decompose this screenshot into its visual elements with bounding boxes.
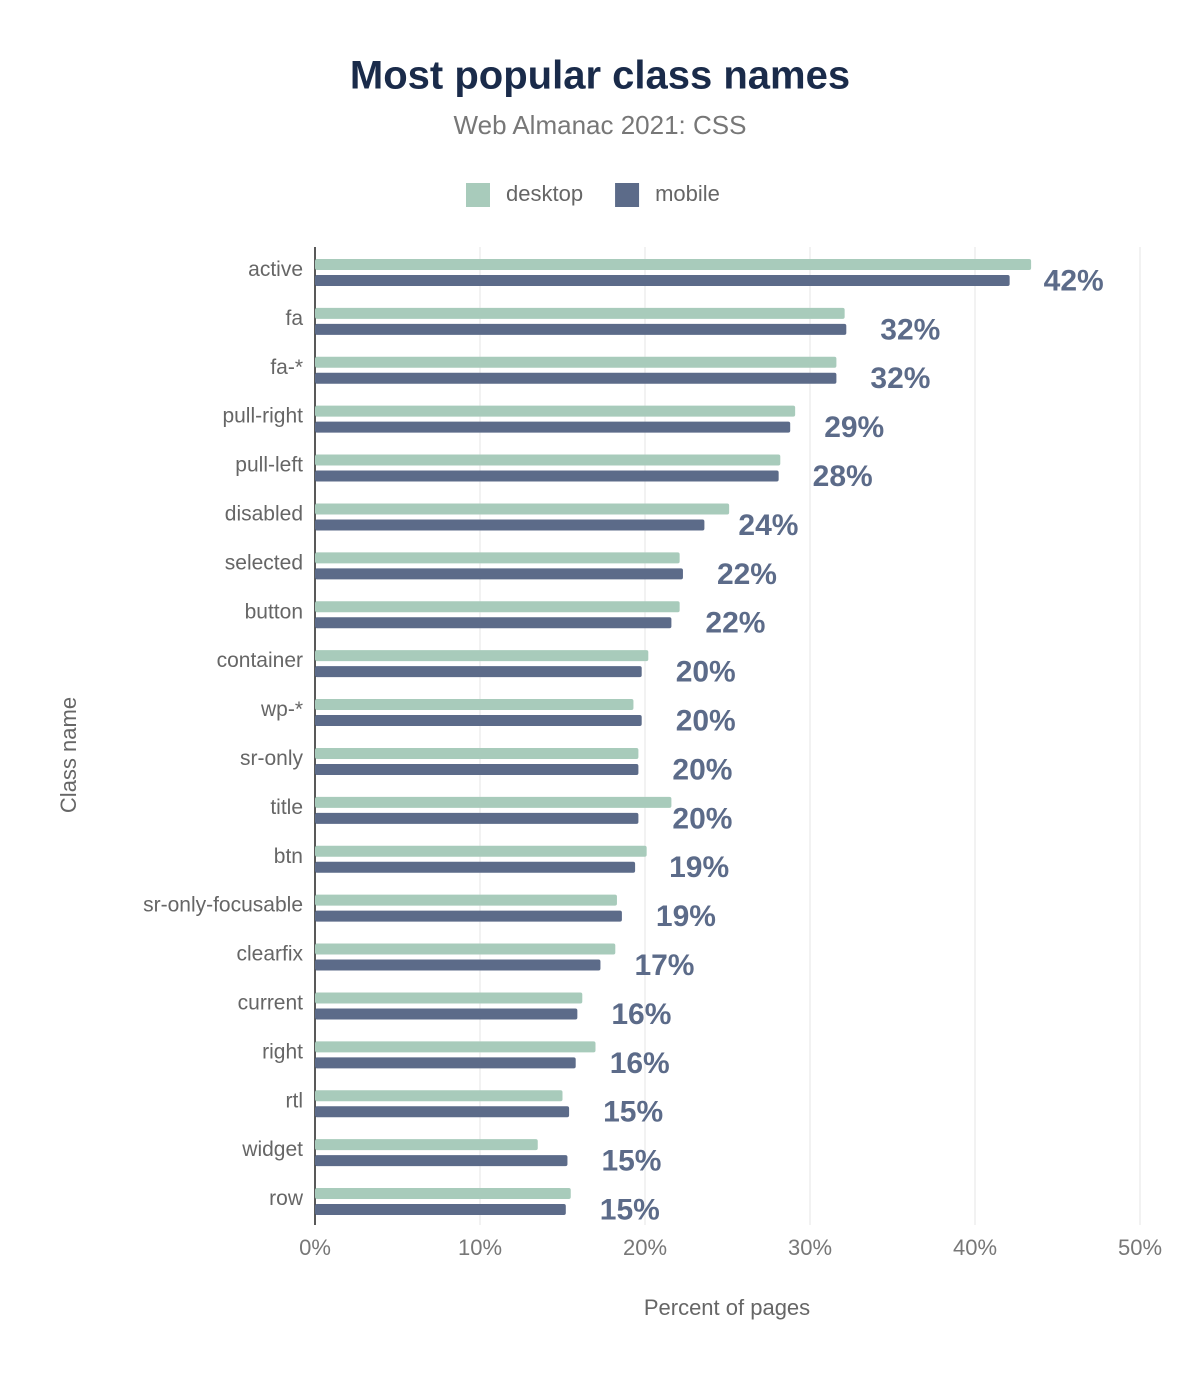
y-tick-label: row [269,1187,304,1210]
bar [315,1204,566,1216]
bar [315,1057,576,1069]
bar [315,568,683,580]
bar [315,503,730,515]
bar [315,1041,596,1053]
data-label: 20% [676,704,736,737]
bar [315,323,847,335]
bar [315,1090,563,1102]
bar [315,1188,571,1200]
bar [315,274,1010,286]
bar [315,747,639,759]
data-label: 24% [738,509,798,542]
x-tick-label: 0% [299,1235,331,1260]
y-tick-label: wp-* [260,698,303,721]
data-label: 20% [672,802,732,835]
y-tick-label: selected [225,551,303,574]
x-tick-label: 20% [623,1235,667,1260]
data-label: 42% [1044,264,1104,297]
bar [315,552,680,564]
data-label: 19% [656,900,716,933]
y-tick-label: clearfix [236,943,303,966]
x-tick-label: 50% [1118,1235,1162,1260]
y-tick-label: rtl [286,1089,304,1112]
y-tick-label: right [262,1040,303,1063]
bar [315,910,622,922]
y-axis-title: Class name [56,697,81,813]
data-label: 19% [669,851,729,884]
data-label: 32% [880,313,940,346]
bar [315,943,616,955]
data-label: 16% [610,1047,670,1080]
bar [315,1008,578,1020]
y-tick-label: disabled [225,502,303,525]
bar [315,812,639,824]
bar [315,601,680,613]
bar [315,519,705,531]
bar [315,454,781,466]
y-tick-label: fa [285,307,303,330]
bar [315,763,639,775]
bar [315,307,845,319]
y-tick-label: widget [241,1138,303,1161]
y-tick-label: current [238,991,304,1014]
bar [315,1106,570,1118]
y-tick-label: button [245,600,303,623]
bar [315,666,642,678]
bar [315,699,634,711]
y-tick-label: container [217,649,303,672]
data-label: 16% [611,998,671,1031]
data-label: 15% [601,1145,661,1178]
data-label: 22% [717,558,777,591]
data-label: 28% [813,460,873,493]
bar [315,796,672,808]
bar [315,470,779,482]
y-tick-label: active [248,258,303,281]
legend-label: mobile [655,181,720,206]
bar [315,845,647,857]
bar [315,421,791,433]
bar [315,405,796,417]
legend-label: desktop [506,181,583,206]
legend-swatch [615,183,640,207]
x-tick-label: 30% [788,1235,832,1260]
bar [315,617,672,629]
data-label: 15% [600,1193,660,1226]
y-tick-label: btn [274,845,303,868]
bar [315,1155,568,1167]
bar [315,372,837,384]
bar [315,992,583,1004]
y-tick-label: pull-right [222,405,303,428]
x-axis-title: Percent of pages [644,1295,810,1320]
y-tick-label: pull-left [235,454,303,477]
legend-swatch [466,183,490,207]
data-label: 29% [824,411,884,444]
y-tick-label: fa-* [270,356,303,379]
y-tick-label: title [270,796,303,819]
chart-title: Most popular class names [350,54,850,98]
chart-subtitle: Web Almanac 2021: CSS [454,110,747,140]
bar [315,356,837,368]
x-tick-label: 40% [953,1235,997,1260]
y-tick-label: sr-only [240,747,304,770]
data-label: 20% [676,656,736,689]
bar [315,258,1032,270]
bar [315,1139,538,1151]
data-label: 15% [603,1096,663,1129]
bar [315,650,649,662]
bar [315,894,617,906]
bar [315,959,601,971]
y-tick-label: sr-only-focusable [143,894,303,917]
data-label: 32% [870,362,930,395]
bar [315,715,642,727]
data-label: 17% [634,949,694,982]
data-label: 20% [672,753,732,786]
data-label: 22% [705,607,765,640]
bar [315,861,636,873]
x-tick-label: 10% [458,1235,502,1260]
